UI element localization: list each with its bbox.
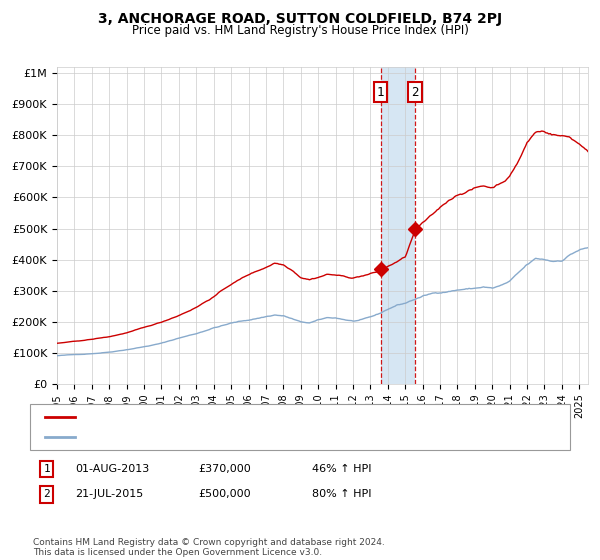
- Text: 21-JUL-2015: 21-JUL-2015: [75, 489, 143, 500]
- Text: 1: 1: [43, 464, 50, 474]
- Text: 46% ↑ HPI: 46% ↑ HPI: [312, 464, 371, 474]
- Text: 01-AUG-2013: 01-AUG-2013: [75, 464, 149, 474]
- Text: 80% ↑ HPI: 80% ↑ HPI: [312, 489, 371, 500]
- Text: £500,000: £500,000: [198, 489, 251, 500]
- Text: 2: 2: [411, 86, 419, 99]
- Text: 1: 1: [377, 86, 384, 99]
- Text: 3, ANCHORAGE ROAD, SUTTON COLDFIELD, B74 2PJ: 3, ANCHORAGE ROAD, SUTTON COLDFIELD, B74…: [98, 12, 502, 26]
- Text: Contains HM Land Registry data © Crown copyright and database right 2024.
This d: Contains HM Land Registry data © Crown c…: [33, 538, 385, 557]
- Text: £370,000: £370,000: [198, 464, 251, 474]
- Text: Price paid vs. HM Land Registry's House Price Index (HPI): Price paid vs. HM Land Registry's House …: [131, 24, 469, 36]
- Text: 2: 2: [43, 489, 50, 500]
- Text: 3, ANCHORAGE ROAD, SUTTON COLDFIELD, B74 2PJ (detached house): 3, ANCHORAGE ROAD, SUTTON COLDFIELD, B74…: [82, 412, 448, 422]
- Text: HPI: Average price, detached house, Birmingham: HPI: Average price, detached house, Birm…: [82, 432, 339, 442]
- Bar: [380, 67, 415, 384]
